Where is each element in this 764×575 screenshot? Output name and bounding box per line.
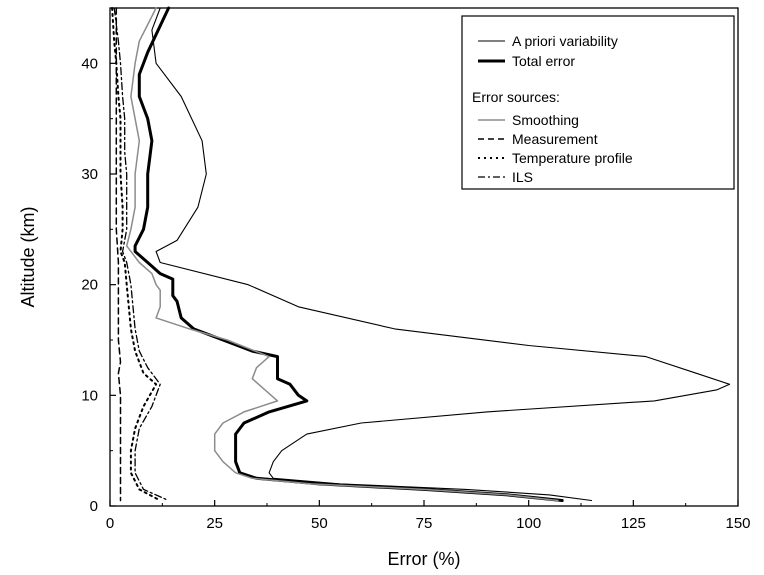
legend-label-temperature-profile: Temperature profile — [512, 150, 633, 166]
y-tick-label: 10 — [81, 387, 98, 404]
x-tick-label: 75 — [416, 515, 433, 532]
legend-box — [461, 15, 735, 190]
series-line-ils — [113, 7, 170, 502]
legend: A priori variability Total error Error sou… — [461, 15, 735, 190]
legend-label-ils: ILS — [512, 169, 533, 185]
series-line-a-priori-variability — [151, 7, 731, 502]
x-axis-title: Error (%) — [388, 549, 461, 569]
x-tick-label: 50 — [311, 515, 328, 532]
y-tick-label: 30 — [81, 166, 98, 183]
legend-label-measurement: Measurement — [512, 131, 598, 147]
y-tick-label: 20 — [81, 277, 98, 294]
x-tick-label: 150 — [725, 515, 750, 532]
y-axis-title: Altitude (km) — [18, 206, 38, 307]
x-tick-label: 25 — [206, 515, 223, 532]
y-tick-label: 40 — [81, 55, 98, 72]
legend-label-smoothing: Smoothing — [512, 112, 579, 128]
series-group — [111, 6, 731, 502]
y-tick-label: 0 — [90, 498, 98, 515]
legend-label-a-priori-variability: A priori variability — [512, 33, 618, 49]
x-tick-label: 125 — [621, 515, 646, 532]
series-line-total-error — [133, 6, 564, 502]
legend-label-total-error: Total error — [512, 53, 575, 69]
legend-header: Error sources: — [472, 89, 560, 105]
series-line-measurement — [115, 7, 122, 502]
series-line-temperature-profile — [111, 7, 162, 502]
axes: 0 25 50 75 100 125 150 0 10 20 30 40 — [81, 7, 751, 532]
x-tick-label: 0 — [106, 515, 114, 532]
series-line-smoothing — [125, 7, 559, 502]
x-tick-label: 100 — [516, 515, 541, 532]
